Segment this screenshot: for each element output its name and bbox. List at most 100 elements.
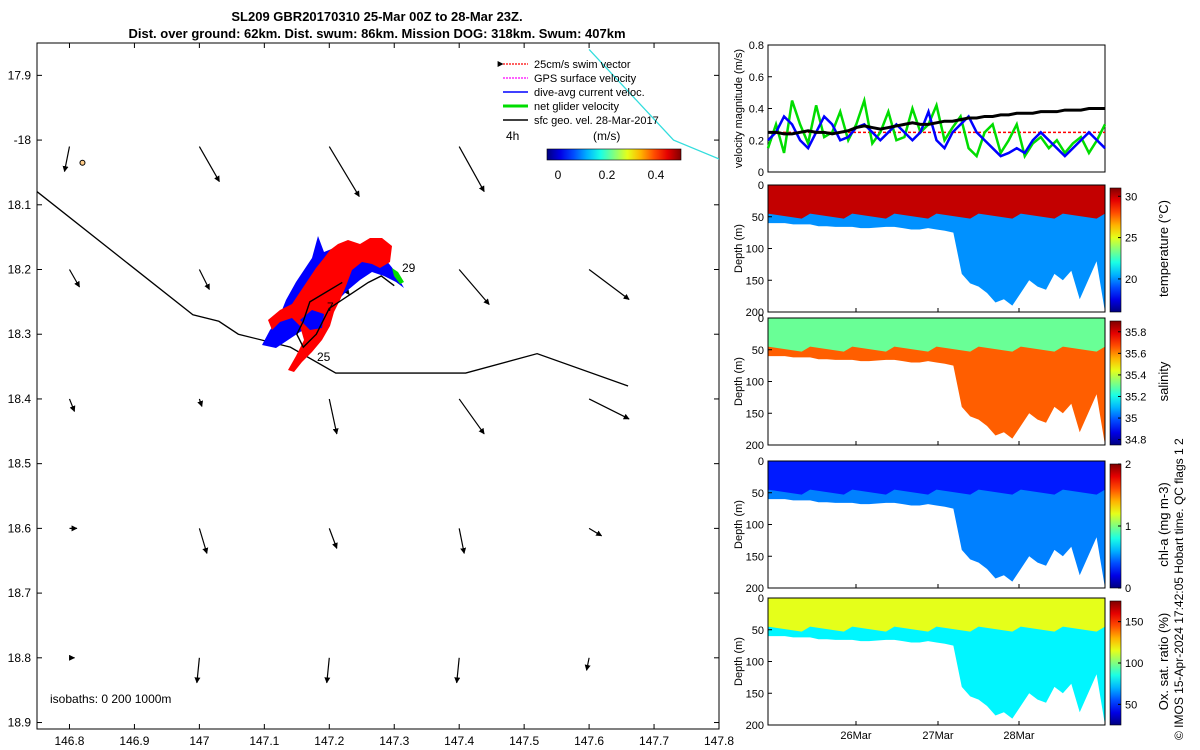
map-xtick-label-9: 147.7 xyxy=(639,734,669,748)
map-panel: 29 7 25 146.8 146.9 147 147.1 147.2 147.3 147.… xyxy=(8,42,734,748)
section-xtick-label-2: 28Mar xyxy=(1003,730,1035,742)
temperature-ytick-label-3: 150 xyxy=(746,275,764,287)
oxygen-deep-water xyxy=(768,598,1105,725)
map-ytick-label-1: -18 xyxy=(14,133,32,147)
geo-vector-16 xyxy=(328,528,338,549)
net-velocity-cloud xyxy=(392,268,404,284)
day-label-25: 25 xyxy=(317,350,331,364)
legend-colorbar xyxy=(546,148,682,161)
legend-net: net glider velocity xyxy=(534,101,619,113)
map-ytick-label-9: 18.8 xyxy=(8,651,32,665)
map-ytick-label-4: 18.3 xyxy=(8,327,32,341)
legend-time: 4h xyxy=(506,129,519,143)
oxygen-ytick-label-4: 200 xyxy=(746,720,764,732)
chl-a-cbar-tick-label-2: 0 xyxy=(1125,583,1131,595)
vel-ytick-label-4: 0.8 xyxy=(749,40,764,52)
temperature-ylabel: Depth (m) xyxy=(733,224,745,273)
chl-a-cbar-label: chl-a (mg m-3) xyxy=(1156,482,1171,567)
geo-vector-4 xyxy=(68,269,80,288)
salinity-cbar-tick-label-3: 35.2 xyxy=(1125,391,1146,403)
salinity-ylabel: Depth (m) xyxy=(733,357,745,406)
geo-vector-5 xyxy=(198,269,210,291)
map-frame xyxy=(36,42,720,730)
map-xtick-label-1: 146.9 xyxy=(119,734,149,748)
vel-ytick-label-3: 0.6 xyxy=(749,72,764,84)
geo-vector-18 xyxy=(588,527,603,537)
temperature-cbar-tick-label-2: 20 xyxy=(1125,274,1137,286)
geo-vector-11 xyxy=(328,398,339,435)
vel-series-dive-avg-current xyxy=(767,107,1106,158)
swim-vector-cloud xyxy=(268,238,392,372)
oxygen-ytick-label-3: 150 xyxy=(746,688,764,700)
chl-a-surface-water xyxy=(768,461,1105,495)
vel-series-geostrophic xyxy=(768,107,1105,136)
glider-vector-cloud xyxy=(262,236,404,372)
temperature-colorbar xyxy=(1109,187,1122,313)
vel-ylabel: velocity magnitude (m/s) xyxy=(733,49,745,168)
map-xtick-label-4: 147.2 xyxy=(314,734,344,748)
title-line2: Dist. over ground: 62km. Dist. swum: 86k… xyxy=(128,26,625,41)
legend-gps: GPS surface velocity xyxy=(534,73,637,85)
salinity-cbar-label: salinity xyxy=(1156,361,1171,401)
isobath-1000m xyxy=(37,190,629,387)
chl-a-ytick-label-2: 100 xyxy=(746,520,764,532)
map-ytick-label-0: 17.9 xyxy=(8,68,32,82)
chl-a-ytick-label-1: 50 xyxy=(752,488,764,500)
map-ytick-label-8: 18.7 xyxy=(8,586,32,600)
velocity-panel: 0 0.2 0.4 0.6 0.8 velocity magnitude (m/s) xyxy=(733,40,1107,179)
temperature-deep-water xyxy=(768,185,1105,312)
oxygen-ytick-label-1: 50 xyxy=(752,625,764,637)
chl-a-deep-water xyxy=(768,461,1105,588)
salinity-ytick-label-1: 50 xyxy=(752,345,764,357)
geo-vector-20 xyxy=(194,657,201,684)
map-xtick-label-3: 147.1 xyxy=(249,734,279,748)
salinity-ytick-label-4: 200 xyxy=(746,440,764,452)
temperature-ytick-label-0: 0 xyxy=(758,180,764,192)
temperature-cbar-label: temperature (°C) xyxy=(1156,200,1171,297)
map-xtick-label-7: 147.5 xyxy=(509,734,539,748)
salinity-cbar-tick-label-5: 34.8 xyxy=(1125,435,1146,447)
map-ytick-label-10: 18.9 xyxy=(8,716,32,730)
section-oxygen: 0 50 100 150 200 Depth (m) 26Mar 27Mar 28Mar 150 1… xyxy=(733,593,1171,742)
day-label-7: 7 xyxy=(327,300,334,314)
section-xtick-label-1: 27Mar xyxy=(922,730,954,742)
legend-geo: sfc geo. vel. 28-Mar-2017 xyxy=(534,115,659,127)
start-marker xyxy=(79,159,86,166)
day-label-29: 29 xyxy=(402,261,416,275)
temperature-ytick-label-4: 200 xyxy=(746,307,764,319)
chl-a-cbar-tick-label-1: 1 xyxy=(1125,521,1131,533)
section-temperature: 0 50 100 150 200 Depth (m) 30 25 20 temperature (… xyxy=(733,180,1171,319)
chl-a-ytick-label-4: 200 xyxy=(746,583,764,595)
oxygen-ytick-label-0: 0 xyxy=(758,593,764,605)
map-xtick-label-5: 147.3 xyxy=(379,734,409,748)
salinity-ytick-label-0: 0 xyxy=(758,313,764,325)
salinity-surface-water xyxy=(768,318,1105,352)
oxygen-cbar-label: Ox. sat. ratio (%) xyxy=(1156,613,1171,711)
geo-vector-8 xyxy=(588,269,630,300)
oxygen-ytick-label-2: 100 xyxy=(746,657,764,669)
geo-vector-2 xyxy=(328,146,360,198)
map-ytick-label-3: 18.2 xyxy=(8,263,32,277)
section-xtick-label-0: 26Mar xyxy=(840,730,872,742)
oxygen-cbar-tick-label-0: 150 xyxy=(1125,617,1143,629)
geo-vector-3 xyxy=(458,146,485,193)
legend-swim: 25cm/s swim vector xyxy=(534,59,631,71)
geo-vector-13 xyxy=(588,398,630,420)
salinity-ytick-label-3: 150 xyxy=(746,408,764,420)
salinity-cbar-tick-label-1: 35.6 xyxy=(1125,348,1146,360)
credit-text: © IMOS 15-Apr-2024 17:42:05 Hobart time.… xyxy=(1172,438,1186,740)
temperature-ytick-label-1: 50 xyxy=(752,212,764,224)
salinity-cbar-tick-label-0: 35.8 xyxy=(1125,327,1146,339)
oxygen-surface-water xyxy=(768,598,1105,632)
chl-a-ytick-label-0: 0 xyxy=(758,456,764,468)
legend-cbar-tick-0: 0 xyxy=(555,168,562,182)
salinity-colorbar xyxy=(1109,320,1122,446)
salinity-cbar-tick-label-4: 35 xyxy=(1125,413,1137,425)
oxygen-cbar-tick-label-1: 100 xyxy=(1125,658,1143,670)
geo-vector-21 xyxy=(324,657,331,684)
temperature-ytick-label-2: 100 xyxy=(746,244,764,256)
map-xtick-label-10: 147.8 xyxy=(704,734,734,748)
temperature-surface-water xyxy=(768,185,1105,219)
legend-units: (m/s) xyxy=(593,129,620,143)
salinity-cbar-tick-label-2: 35.4 xyxy=(1125,370,1146,382)
